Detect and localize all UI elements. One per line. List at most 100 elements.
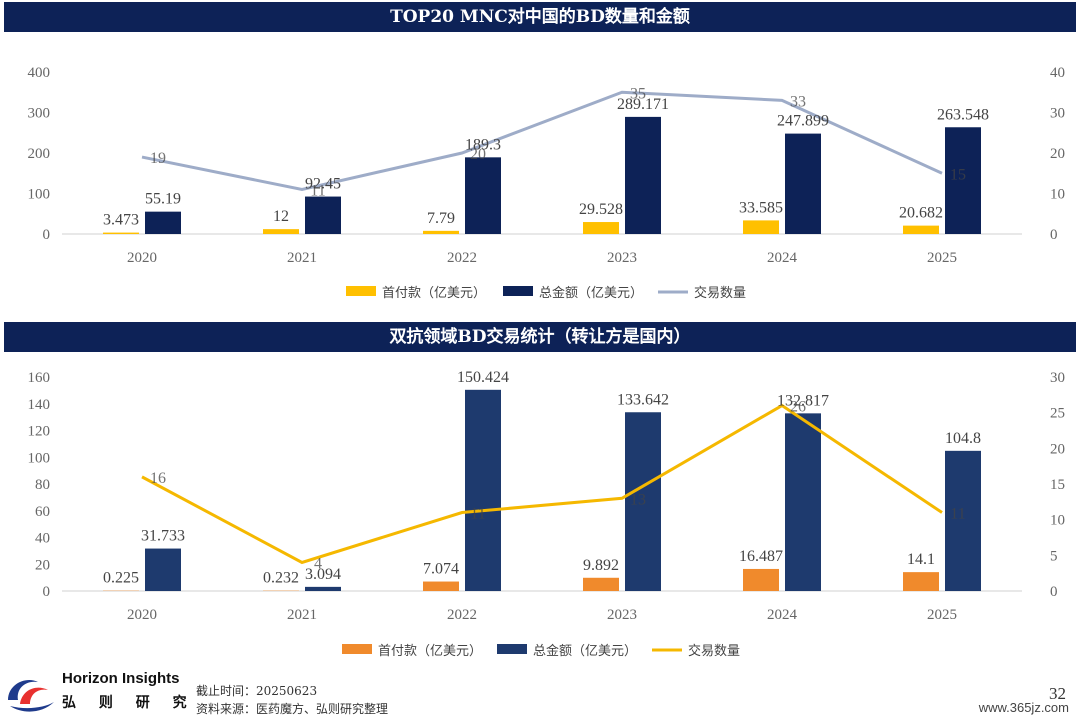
y2-tick-label: 20 — [1050, 441, 1065, 457]
legend-label: 总金额（亿美元） — [533, 643, 637, 659]
total-bar — [305, 586, 341, 591]
upfront-data-label: 14.1 — [907, 551, 935, 568]
y2-tick-label: 30 — [1050, 106, 1065, 122]
y-tick-label: 140 — [28, 397, 51, 413]
brand-name-cn: 弘 则 研 究 — [62, 695, 196, 711]
upfront-data-label: 16.487 — [739, 548, 783, 565]
y2-tick-label: 15 — [1050, 477, 1065, 493]
total-data-label: 247.899 — [777, 113, 829, 130]
total-data-label: 150.424 — [457, 369, 509, 386]
legend-swatch — [497, 644, 527, 654]
total-data-label: 132.817 — [777, 392, 829, 409]
count-data-label: 4 — [314, 555, 322, 572]
y2-tick-label: 0 — [1050, 227, 1058, 243]
upfront-data-label: 7.074 — [423, 561, 459, 578]
brand-name-en: Horizon Insights — [62, 670, 180, 687]
y-tick-label: 80 — [35, 477, 50, 493]
upfront-bar — [583, 222, 619, 234]
upfront-data-label: 33.585 — [739, 199, 783, 216]
total-data-label: 31.733 — [141, 528, 185, 545]
upfront-data-label: 29.528 — [579, 201, 623, 218]
count-data-label: 26 — [790, 399, 806, 416]
y-tick-label: 160 — [28, 370, 51, 386]
y-tick-label: 60 — [35, 504, 50, 520]
x-tick-label: 2025 — [927, 607, 957, 623]
upfront-bar — [423, 230, 459, 234]
y2-tick-label: 10 — [1050, 513, 1065, 529]
upfront-data-label: 12 — [273, 208, 289, 225]
upfront-bar — [743, 568, 779, 591]
y2-tick-label: 30 — [1050, 370, 1065, 386]
x-tick-label: 2024 — [767, 607, 798, 623]
total-bar — [785, 413, 821, 591]
upfront-data-label: 7.79 — [427, 210, 455, 227]
total-data-label: 189.3 — [465, 136, 501, 153]
chart1-title: TOP20 MNC对中国的BD数量和金额 — [4, 2, 1076, 32]
chart2-title: 双抗领域BD交易统计（转让方是国内） — [4, 322, 1076, 352]
upfront-data-label: 3.473 — [103, 212, 139, 229]
footer: Horizon Insights 弘 则 研 究 截止时间：20250623 资… — [0, 664, 1080, 720]
upfront-bar — [583, 577, 619, 591]
count-data-label: 33 — [790, 93, 806, 110]
total-bar — [465, 389, 501, 591]
count-data-label: 19 — [150, 150, 166, 167]
y-tick-label: 0 — [43, 227, 51, 243]
horizon-insights-logo-icon — [8, 680, 54, 712]
legend-swatch — [346, 286, 376, 296]
y-tick-label: 40 — [35, 531, 50, 547]
chart1-plot: 0 100 200 300 400 0 10 20 30 40 2020 2021 2022 2023 20… — [28, 65, 1066, 301]
total-bar — [945, 450, 981, 591]
total-bar — [625, 116, 661, 234]
total-bar — [625, 412, 661, 591]
total-data-label: 289.171 — [617, 96, 669, 113]
x-tick-label: 2021 — [287, 250, 317, 266]
x-tick-label: 2025 — [927, 250, 957, 266]
count-data-label: 11 — [950, 506, 965, 523]
y-tick-label: 200 — [28, 146, 51, 162]
y2-tick-label: 0 — [1050, 584, 1058, 600]
count-data-label: 13 — [630, 491, 646, 508]
y-tick-label: 100 — [28, 450, 51, 466]
x-tick-label: 2023 — [607, 250, 637, 266]
y2-tick-label: 10 — [1050, 187, 1065, 203]
total-bar — [785, 133, 821, 234]
upfront-data-label: 0.225 — [103, 570, 139, 587]
count-line — [141, 403, 943, 565]
upfront-bar — [903, 225, 939, 234]
x-tick-label: 2022 — [447, 607, 477, 623]
total-bar — [145, 548, 181, 591]
y2-tick-label: 25 — [1050, 406, 1065, 422]
y-tick-label: 400 — [28, 65, 51, 81]
cutoff-note: 截止时间：20250623 — [196, 684, 318, 698]
legend-label: 交易数量 — [688, 643, 740, 659]
upfront-bar — [263, 229, 299, 234]
total-bar — [945, 127, 981, 234]
legend-label: 首付款（亿美元） — [382, 286, 486, 301]
x-tick-label: 2023 — [607, 607, 637, 623]
y-tick-label: 100 — [28, 187, 51, 203]
total-data-label: 133.642 — [617, 391, 669, 408]
total-data-label: 104.8 — [945, 430, 981, 447]
x-tick-label: 2024 — [767, 250, 798, 266]
x-tick-label: 2020 — [127, 250, 157, 266]
upfront-data-label: 20.682 — [899, 205, 943, 222]
legend-label: 交易数量 — [694, 285, 746, 301]
y2-tick-label: 20 — [1050, 146, 1065, 162]
legend-label: 首付款（亿美元） — [378, 644, 482, 659]
upfront-bar — [423, 581, 459, 591]
legend-label: 总金额（亿美元） — [539, 285, 643, 301]
total-data-label: 263.548 — [937, 106, 989, 123]
y-tick-label: 300 — [28, 106, 51, 122]
upfront-data-label: 0.232 — [263, 570, 299, 587]
total-bar — [305, 196, 341, 234]
count-data-label: 11 — [310, 182, 325, 199]
count-data-label: 20 — [470, 146, 486, 163]
y-tick-label: 120 — [28, 424, 51, 440]
total-bar — [145, 211, 181, 234]
total-data-label: 55.19 — [145, 191, 181, 208]
count-data-label: 16 — [150, 470, 166, 487]
count-data-label: 35 — [630, 85, 646, 102]
source-note: 资料来源：医药魔方、弘则研究整理 — [196, 702, 389, 716]
watermark-text: www.365jz.com — [975, 700, 1072, 715]
upfront-data-label: 9.892 — [583, 557, 619, 574]
